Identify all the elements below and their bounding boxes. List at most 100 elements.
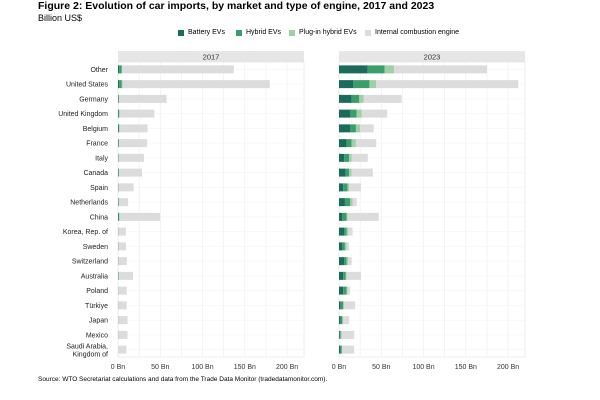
bar-0-12-3 bbox=[118, 242, 127, 251]
bar-1-11-1 bbox=[344, 227, 347, 236]
category-label: Sweden bbox=[83, 244, 108, 251]
bar-1-5-3 bbox=[355, 139, 377, 148]
bar-1-14-2 bbox=[345, 271, 347, 280]
bar-1-3-1 bbox=[349, 109, 357, 118]
bar-1-15-1 bbox=[343, 286, 347, 295]
bar-1-14-3 bbox=[346, 271, 361, 280]
category-label: Poland bbox=[86, 288, 108, 295]
bar-1-12-1 bbox=[342, 242, 345, 251]
bar-1-17-3 bbox=[343, 316, 350, 325]
bar-1-6-3 bbox=[351, 153, 368, 162]
category-label: United Kingdom bbox=[58, 111, 108, 118]
category-label: Other bbox=[90, 67, 108, 74]
category-label: United States bbox=[66, 82, 109, 89]
bar-1-6-1 bbox=[344, 153, 350, 162]
bar-1-16-1 bbox=[340, 301, 344, 310]
bar-1-15-2 bbox=[346, 286, 348, 295]
bar-1-9-1 bbox=[344, 198, 350, 207]
bar-1-8-0 bbox=[339, 183, 344, 192]
x-tick-label: 50 Bn bbox=[151, 364, 169, 371]
legend: Battery EVs Hybrid EVs Plug-in hybrid EV… bbox=[0, 29, 600, 43]
bar-1-19-2 bbox=[341, 345, 343, 354]
bar-1-0-0 bbox=[339, 65, 368, 74]
bar-0-8-3 bbox=[118, 183, 134, 192]
bar-0-5-3 bbox=[119, 139, 148, 148]
bar-1-19-3 bbox=[342, 345, 355, 354]
category-label: Belgium bbox=[83, 126, 108, 133]
category-label: Japan bbox=[89, 318, 108, 325]
legend-label: Hybrid EVs bbox=[246, 29, 282, 36]
bar-1-17-1 bbox=[340, 316, 343, 325]
category-label: Netherlands bbox=[70, 200, 108, 207]
bar-1-4-0 bbox=[339, 124, 350, 133]
bar-1-7-0 bbox=[339, 168, 346, 177]
bar-1-7-2 bbox=[349, 168, 352, 177]
panel-header bbox=[339, 51, 525, 62]
legend-label: Battery EVs bbox=[188, 29, 225, 36]
bar-1-10-1 bbox=[342, 212, 347, 221]
bar-1-12-2 bbox=[344, 242, 347, 251]
legend-swatch-battery-evs bbox=[178, 29, 184, 36]
x-tick-label: 150 Bn bbox=[455, 364, 477, 371]
legend-item-battery-evs: Battery EVs bbox=[178, 29, 225, 36]
bar-0-11-3 bbox=[118, 227, 126, 236]
bar-1-4-2 bbox=[355, 124, 361, 133]
bar-1-18-1 bbox=[339, 330, 341, 339]
chart-subtitle: Billion US$ bbox=[38, 13, 83, 23]
bar-0-9-3 bbox=[118, 198, 129, 207]
bar-1-10-0 bbox=[339, 212, 343, 221]
bar-1-17-2 bbox=[342, 316, 344, 325]
bar-1-4-1 bbox=[349, 124, 356, 133]
x-tick-label: 50 Bn bbox=[372, 364, 390, 371]
bar-0-7-3 bbox=[119, 168, 143, 177]
bar-1-12-3 bbox=[346, 242, 350, 251]
bar-1-11-2 bbox=[346, 227, 349, 236]
bar-1-5-0 bbox=[339, 139, 347, 148]
bar-1-2-0 bbox=[339, 94, 352, 103]
bar-1-3-2 bbox=[356, 109, 362, 118]
bar-0-0-3 bbox=[122, 65, 234, 74]
x-tick-label: 150 Bn bbox=[234, 364, 256, 371]
category-label: Australia bbox=[81, 273, 108, 280]
x-tick-label: 0 Bn bbox=[332, 364, 347, 371]
legend-item-plug-in-hybrid-evs: Plug-in hybrid EVs bbox=[289, 29, 357, 36]
category-label: Italy bbox=[95, 155, 108, 162]
bar-1-7-1 bbox=[345, 168, 350, 177]
category-label: Mexico bbox=[86, 332, 108, 339]
legend-label: Internal combustion engine bbox=[375, 29, 460, 36]
bar-1-16-0 bbox=[339, 301, 341, 310]
x-tick-label: 100 Bn bbox=[191, 364, 213, 371]
legend-label: Plug-in hybrid EVs bbox=[299, 29, 357, 36]
bar-1-18-2 bbox=[340, 330, 342, 339]
bar-1-10-3 bbox=[347, 212, 379, 221]
bar-1-18-0 bbox=[339, 330, 340, 339]
bar-0-6-3 bbox=[118, 153, 144, 162]
bar-0-4-0 bbox=[118, 124, 119, 133]
category-label: Saudi Arabia, bbox=[66, 344, 108, 351]
chart-title: Figure 2: Evolution of car imports, by m… bbox=[38, 0, 435, 12]
bar-1-19-1 bbox=[340, 345, 342, 354]
bar-1-8-2 bbox=[347, 183, 350, 192]
bar-0-0-1 bbox=[119, 65, 122, 74]
legend-item-hybrid-evs: Hybrid EVs bbox=[236, 29, 281, 36]
bar-1-9-0 bbox=[339, 198, 345, 207]
bar-1-3-3 bbox=[361, 109, 388, 118]
bar-1-2-3 bbox=[363, 94, 402, 103]
legend-swatch-internal-combustion-engine bbox=[365, 29, 371, 36]
x-tick-label: 0 Bn bbox=[111, 364, 126, 371]
bar-1-19-0 bbox=[339, 345, 341, 354]
bar-1-6-2 bbox=[349, 153, 352, 162]
bar-0-14-3 bbox=[118, 271, 133, 280]
bar-0-16-3 bbox=[118, 301, 127, 310]
category-label: France bbox=[86, 141, 108, 148]
bar-1-18-3 bbox=[341, 330, 355, 339]
bar-0-0-0 bbox=[118, 65, 120, 74]
legend-swatch-plug-in-hybrid-evs bbox=[289, 29, 295, 36]
bar-1-16-2 bbox=[343, 301, 345, 310]
bar-0-2-3 bbox=[119, 94, 167, 103]
bar-1-8-3 bbox=[349, 183, 361, 192]
bar-0-1-0 bbox=[118, 80, 120, 89]
bar-1-16-3 bbox=[344, 301, 356, 310]
bar-0-1-3 bbox=[122, 80, 270, 89]
